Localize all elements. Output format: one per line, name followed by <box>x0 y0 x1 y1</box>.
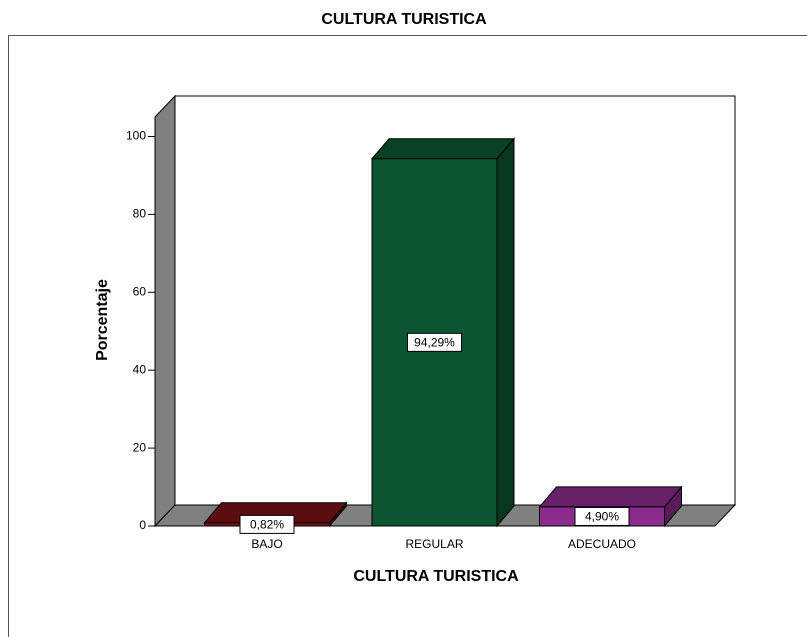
data-label-box <box>407 332 462 352</box>
y-tick-label: 0 <box>139 518 146 532</box>
y-tick-label: 60 <box>133 284 147 298</box>
x-tick-label: ADECUADO <box>568 537 636 551</box>
y-tick-label: 20 <box>133 440 147 454</box>
y-tick-label: 40 <box>133 362 147 376</box>
data-label: 4,90% <box>585 510 619 524</box>
y-axis-label: Porcentaje <box>94 279 111 361</box>
x-axis-label: CULTURA TURISTICA <box>353 568 519 585</box>
data-label: 0,82% <box>250 518 284 532</box>
data-label: 94,29% <box>414 336 455 350</box>
x-tick-label: REGULAR <box>405 537 463 551</box>
y-tick-label: 80 <box>133 207 147 221</box>
x-tick-label: BAJO <box>251 537 282 551</box>
chart-title: CULTURA TURISTICA <box>321 11 487 28</box>
y-tick-label: 100 <box>126 129 146 143</box>
bar-top <box>538 486 683 508</box>
bar-side <box>496 137 515 528</box>
bar-top <box>370 138 516 160</box>
left-wall <box>154 94 176 528</box>
data-label-box <box>239 514 295 534</box>
data-label-box <box>574 506 630 526</box>
